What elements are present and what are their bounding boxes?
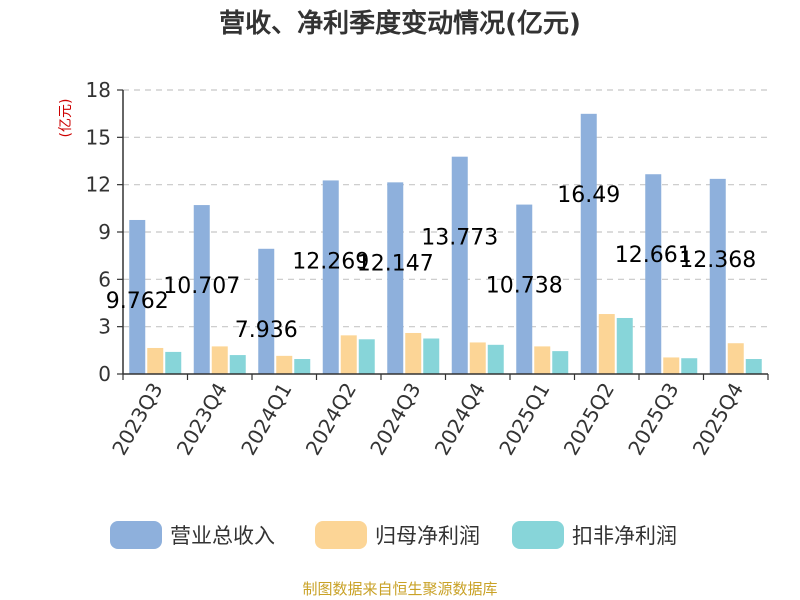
bar-3	[165, 351, 182, 374]
bar-2	[211, 346, 228, 374]
legend-item[interactable]: 归母净利润	[315, 521, 480, 549]
x-tick-label: 2025Q2	[559, 379, 619, 460]
bars	[129, 113, 762, 374]
legend-item[interactable]: 营业总收入	[110, 521, 275, 549]
bar-2	[469, 342, 486, 374]
y-tick-label: 0	[98, 362, 111, 386]
bar-1	[451, 156, 468, 374]
data-label: 12.661	[615, 243, 692, 268]
bar-3	[681, 358, 698, 374]
x-tick-label: 2023Q4	[172, 379, 232, 460]
legend-swatch	[512, 521, 564, 549]
legend-swatch	[110, 521, 162, 549]
source-note: 制图数据来自恒生聚源数据库	[302, 580, 497, 598]
bar-3	[552, 351, 569, 374]
gridlines	[123, 89, 768, 328]
bar-2	[534, 346, 551, 374]
y-tick-label: 6	[98, 267, 111, 291]
y-tick-label: 18	[86, 78, 111, 102]
x-tick-label: 2025Q1	[494, 379, 554, 460]
bar-3	[487, 344, 504, 374]
y-tick-label: 15	[86, 125, 111, 149]
x-tick-label: 2024Q4	[430, 379, 490, 460]
y-tick-label: 3	[98, 315, 111, 339]
bar-1	[645, 174, 662, 374]
x-tick-label: 2023Q3	[107, 379, 167, 460]
bar-1	[516, 204, 533, 374]
x-tick-label: 2024Q3	[365, 379, 425, 460]
legend-label: 归母净利润	[375, 524, 480, 548]
bar-1	[193, 205, 210, 374]
legend-label: 扣非净利润	[572, 524, 677, 548]
y-tick-label: 9	[98, 220, 111, 244]
x-tick-label: 2025Q4	[688, 379, 748, 460]
data-label: 7.936	[235, 318, 298, 343]
bar-1	[258, 248, 275, 374]
data-label: 12.269	[292, 249, 369, 274]
bar-3	[229, 355, 246, 374]
x-tick-label: 2025Q3	[623, 379, 683, 460]
data-label: 16.49	[557, 183, 620, 208]
bar-1	[322, 180, 339, 374]
bar-2	[598, 314, 615, 374]
y-axis-label: (亿元)	[58, 99, 74, 138]
x-tick-label: 2024Q1	[236, 379, 296, 460]
legend[interactable]: 营业总收入 归母净利润 扣非净利润	[110, 521, 677, 549]
data-label: 13.773	[421, 226, 498, 251]
data-label: 10.738	[486, 274, 563, 299]
data-label: 9.762	[106, 289, 169, 314]
legend-label: 营业总收入	[170, 524, 275, 548]
data-label: 10.707	[163, 274, 240, 299]
bar-3	[423, 338, 440, 374]
bar-2	[147, 347, 164, 374]
bar-1	[580, 113, 597, 374]
bar-1	[129, 219, 146, 374]
bar-2	[727, 343, 744, 374]
bar-2	[405, 332, 422, 374]
legend-swatch	[315, 521, 367, 549]
chart-title: 营收、净利季度变动情况(亿元)	[219, 8, 581, 39]
bar-2	[276, 355, 293, 374]
y-tick-label: 12	[86, 173, 111, 197]
legend-item[interactable]: 扣非净利润	[512, 521, 677, 549]
bar-2	[663, 357, 680, 374]
bar-3	[358, 339, 375, 374]
data-label: 12.368	[679, 248, 756, 273]
bar-1	[387, 182, 404, 374]
bar-3	[745, 359, 762, 374]
x-tick-label: 2024Q2	[301, 379, 361, 460]
data-label: 12.147	[357, 251, 434, 276]
bar-3	[294, 359, 311, 374]
x-axis-ticks: 2023Q3 2023Q4 2024Q1 2024Q2 2024Q3 2024Q4 2025…	[107, 374, 769, 460]
bar-1	[709, 178, 726, 374]
bar-2	[340, 335, 357, 374]
bar-3	[616, 317, 633, 374]
y-axis-ticks: 0 3 6 9 12 15 18	[86, 78, 123, 386]
